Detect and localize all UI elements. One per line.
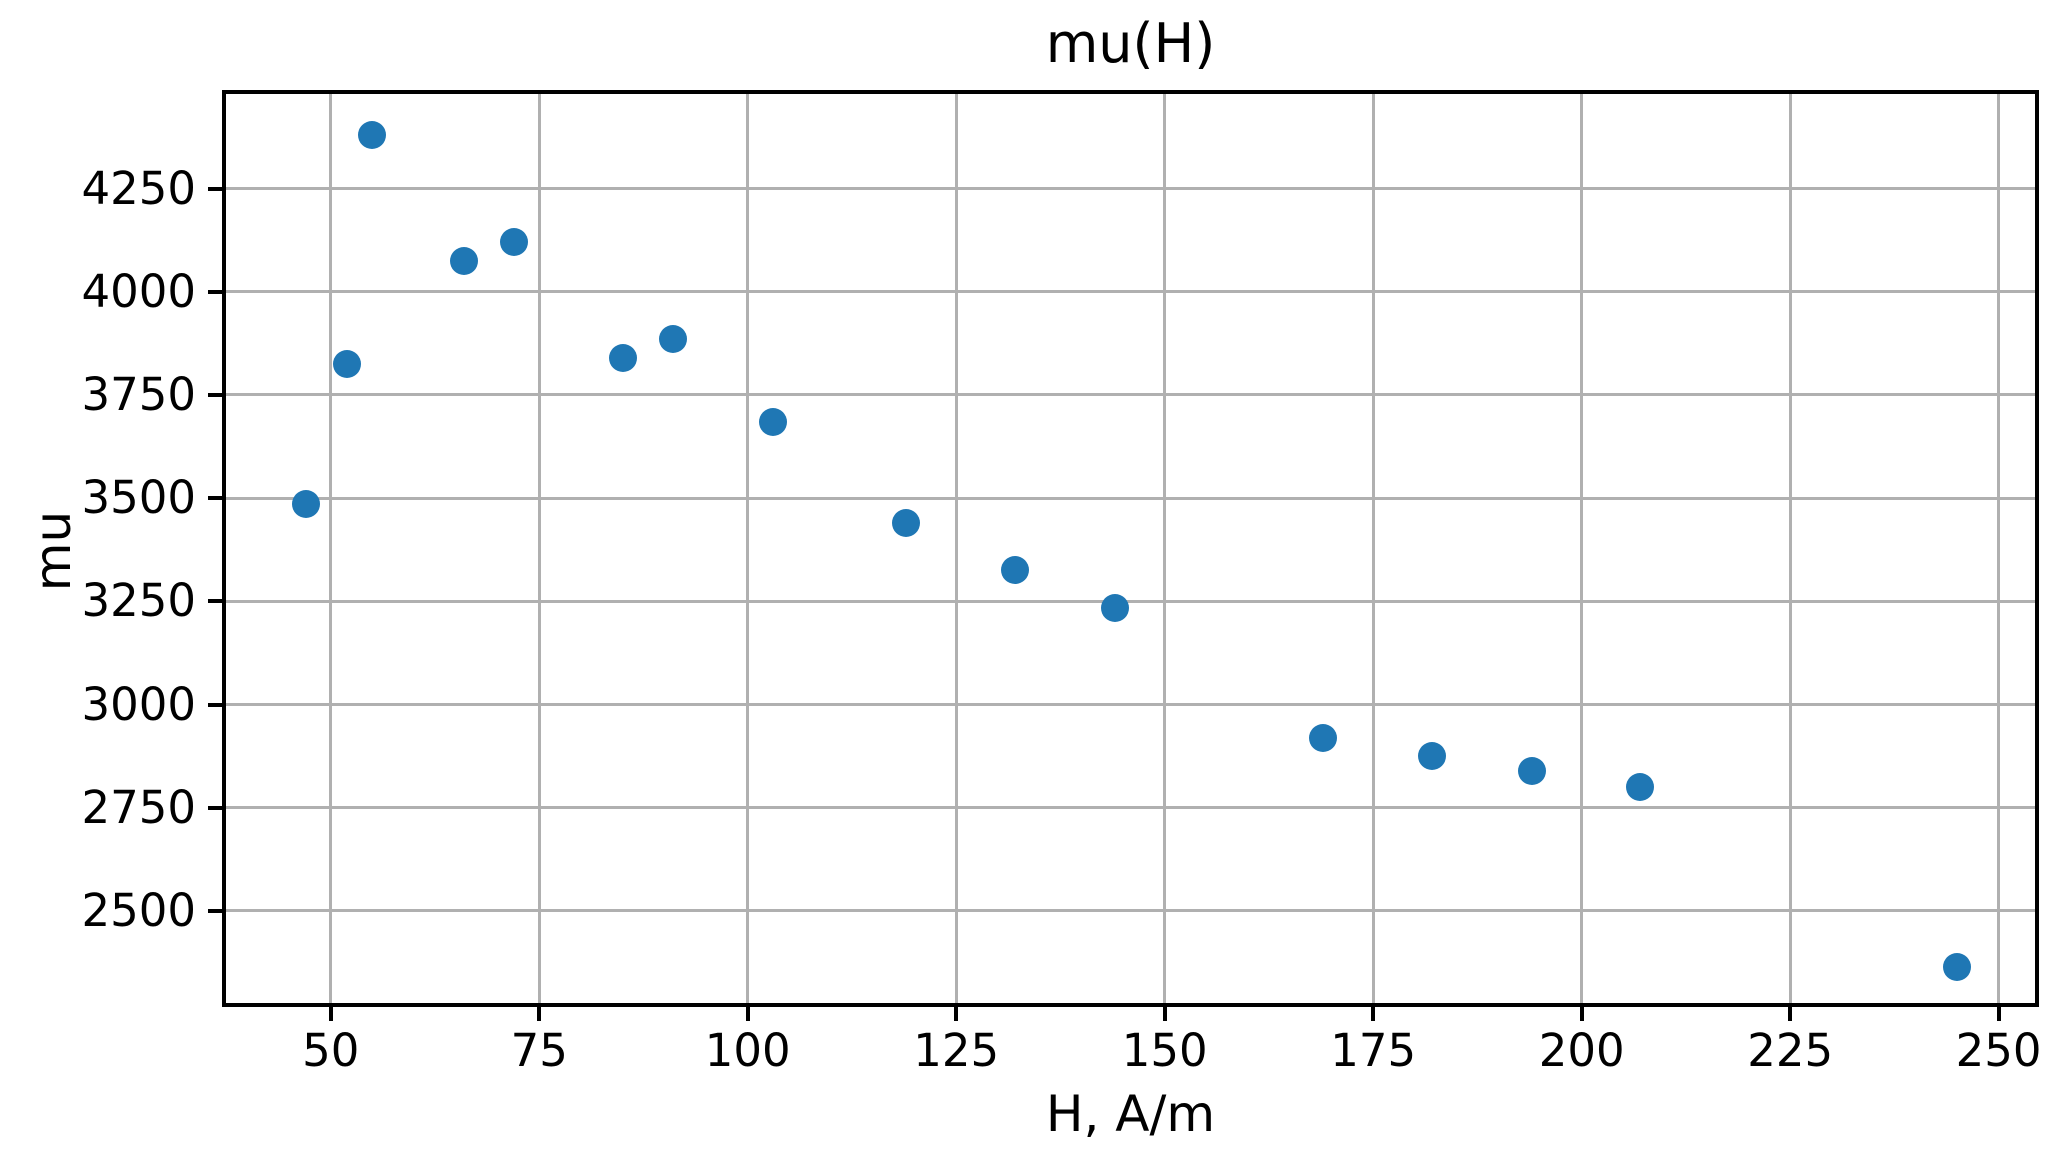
y-tick — [208, 702, 222, 707]
h-gridline — [224, 290, 2037, 294]
spine-top — [222, 90, 2039, 94]
x-tick — [745, 1007, 750, 1021]
data-point — [358, 120, 387, 149]
x-tick — [1162, 1007, 1167, 1021]
x-tick-label: 50 — [302, 1024, 360, 1077]
v-gridline — [329, 92, 333, 1005]
x-tick — [954, 1007, 959, 1021]
data-point — [1626, 773, 1655, 802]
spine-bottom — [222, 1003, 2039, 1007]
h-gridline — [224, 599, 2037, 603]
h-gridline — [224, 187, 2037, 191]
v-gridline — [1788, 92, 1792, 1005]
data-point — [1517, 756, 1546, 785]
h-gridline — [224, 703, 2037, 707]
x-tick-label: 100 — [704, 1024, 791, 1077]
data-point — [450, 246, 479, 275]
v-gridline — [1163, 92, 1167, 1005]
x-tick — [1788, 1007, 1793, 1021]
y-tick-label: 3250 — [81, 574, 196, 628]
x-tick-label: 150 — [1121, 1024, 1208, 1077]
data-point — [1000, 556, 1029, 585]
spine-right — [2035, 90, 2039, 1007]
y-tick — [208, 908, 222, 913]
x-tick-label: 125 — [913, 1024, 1000, 1077]
data-point — [658, 325, 687, 354]
y-tick-label: 4250 — [81, 161, 196, 215]
v-gridline — [746, 92, 750, 1005]
data-point — [1942, 952, 1971, 981]
y-tick — [208, 289, 222, 294]
y-tick — [208, 186, 222, 191]
x-tick — [1579, 1007, 1584, 1021]
y-tick-label: 3750 — [81, 367, 196, 421]
h-gridline — [224, 909, 2037, 913]
h-gridline — [224, 393, 2037, 397]
data-point — [1417, 742, 1446, 771]
x-tick — [1371, 1007, 1376, 1021]
data-point — [758, 407, 787, 436]
data-point — [1309, 723, 1338, 752]
data-point — [1100, 593, 1129, 622]
y-tick — [208, 805, 222, 810]
y-tick — [208, 392, 222, 397]
data-point — [333, 350, 362, 378]
x-tick-label: 250 — [1955, 1024, 2042, 1077]
x-tick — [1996, 1007, 2001, 1021]
x-tick-label: 75 — [510, 1024, 568, 1077]
y-tick-label: 3000 — [81, 677, 196, 731]
data-point — [291, 490, 320, 519]
v-gridline — [1997, 92, 2001, 1005]
chart-title: mu(H) — [1045, 12, 1216, 75]
data-point — [608, 343, 637, 372]
y-tick — [208, 599, 222, 604]
v-gridline — [537, 92, 541, 1005]
v-gridline — [1580, 92, 1584, 1005]
h-gridline — [224, 806, 2037, 810]
v-gridline — [1371, 92, 1375, 1005]
data-point — [892, 508, 921, 537]
v-gridline — [954, 92, 958, 1005]
y-tick-label: 4000 — [81, 264, 196, 318]
y-tick-label: 2750 — [81, 780, 196, 834]
y-tick-label: 2500 — [81, 883, 196, 937]
y-tick — [208, 496, 222, 501]
y-tick-label: 3500 — [81, 471, 196, 525]
spine-left — [222, 90, 226, 1007]
x-axis-label: H, A/m — [1045, 1085, 1216, 1143]
x-tick — [537, 1007, 542, 1021]
plot-area — [222, 90, 2039, 1007]
data-point — [500, 228, 529, 257]
x-tick-label: 225 — [1747, 1024, 1834, 1077]
x-tick — [328, 1007, 333, 1021]
x-tick-label: 200 — [1538, 1024, 1625, 1077]
x-tick-label: 175 — [1330, 1024, 1417, 1077]
h-gridline — [224, 496, 2037, 500]
